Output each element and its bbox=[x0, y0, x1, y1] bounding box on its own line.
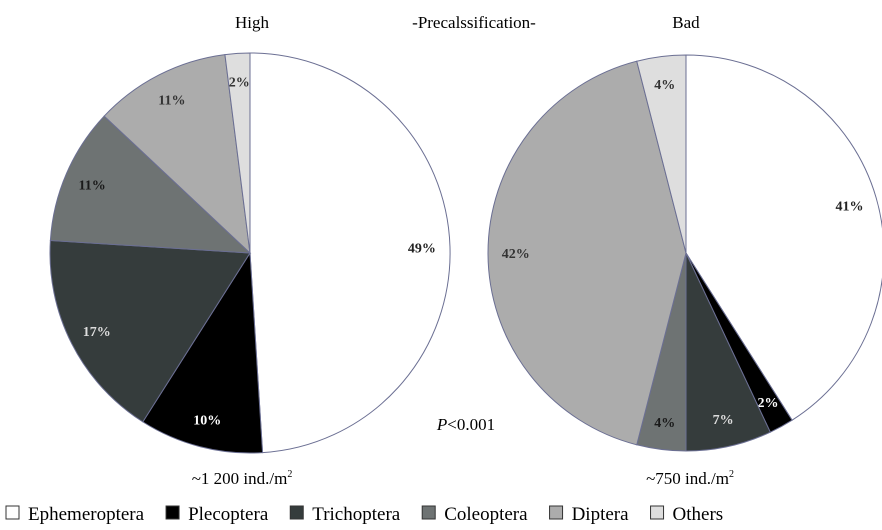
pie-2-label-others: 4% bbox=[654, 78, 675, 93]
legend-label-ephemeroptera: Ephemeroptera bbox=[28, 504, 145, 525]
pie-1-density-text: ~1 200 ind./m bbox=[192, 469, 288, 488]
pie-1-label-coleoptera: 11% bbox=[78, 179, 105, 194]
pie-2-title: Bad bbox=[672, 13, 700, 32]
legend-label-coleoptera: Coleoptera bbox=[444, 504, 528, 525]
legend-swatch-ephemeroptera bbox=[5, 505, 20, 520]
pie-1-density-label: ~1 200 ind./m2 bbox=[192, 469, 293, 488]
pie-1-label-ephemeroptera: 49% bbox=[408, 242, 436, 257]
legend: Ephemeroptera Plecoptera Trichoptera Coleop… bbox=[5, 504, 724, 525]
legend-label-diptera: Diptera bbox=[572, 504, 630, 525]
pie-2: 41% 2% 7% 4% 42% 4% bbox=[487, 54, 882, 452]
pie-1-label-plecoptera: 10% bbox=[193, 414, 221, 429]
pie-1-label-others: 2% bbox=[229, 75, 250, 90]
pie-1-title: High bbox=[235, 13, 270, 32]
legend-swatch-trichoptera bbox=[289, 505, 304, 520]
legend-swatch-diptera bbox=[549, 505, 564, 520]
pie-1: 49% 10% 17% 11% 11% 2% bbox=[49, 52, 451, 454]
pie-1-slice-coleoptera bbox=[49, 115, 252, 254]
pie-2-slice-diptera bbox=[487, 60, 687, 446]
pie-2-density-label: ~750 ind./m2 bbox=[646, 469, 734, 488]
p-value-label: P<0.001 bbox=[436, 415, 495, 434]
pie-1-slice-ephemeroptera bbox=[249, 52, 451, 454]
legend-swatch-plecoptera bbox=[165, 505, 180, 520]
pie-2-label-ephemeroptera: 41% bbox=[836, 200, 864, 215]
pie-2-density-sup: 2 bbox=[729, 469, 734, 480]
pie-1-slice-trichoptera bbox=[49, 239, 251, 423]
precalssification-title: -Precalssification- bbox=[412, 13, 536, 32]
legend-label-others: Others bbox=[673, 504, 724, 525]
pie-1-density-sup: 2 bbox=[287, 469, 292, 480]
pie-2-label-coleoptera: 4% bbox=[654, 416, 675, 431]
pie-1-slice-others bbox=[224, 52, 251, 254]
p-value-text: <0.001 bbox=[447, 415, 495, 434]
pie-2-label-plecoptera: 2% bbox=[758, 396, 779, 411]
legend-label-trichoptera: Trichoptera bbox=[312, 504, 401, 525]
pie-1-slice-diptera bbox=[103, 54, 251, 255]
legend-swatch-others bbox=[650, 505, 665, 520]
pie-2-slice-ephemeroptera bbox=[685, 54, 882, 421]
pie-1-label-trichoptera: 17% bbox=[83, 325, 111, 340]
legend-swatch-coleoptera bbox=[421, 505, 436, 520]
p-value-letter: P bbox=[436, 415, 447, 434]
pie-1-label-diptera: 11% bbox=[158, 94, 185, 109]
pie-2-slice-others bbox=[636, 54, 687, 254]
pie-2-label-trichoptera: 7% bbox=[713, 413, 734, 428]
legend-label-plecoptera: Plecoptera bbox=[188, 504, 269, 525]
pie-1-slice-plecoptera bbox=[142, 251, 264, 454]
pie-2-density-text: ~750 ind./m bbox=[646, 469, 729, 488]
pie-2-label-diptera: 42% bbox=[502, 247, 530, 262]
